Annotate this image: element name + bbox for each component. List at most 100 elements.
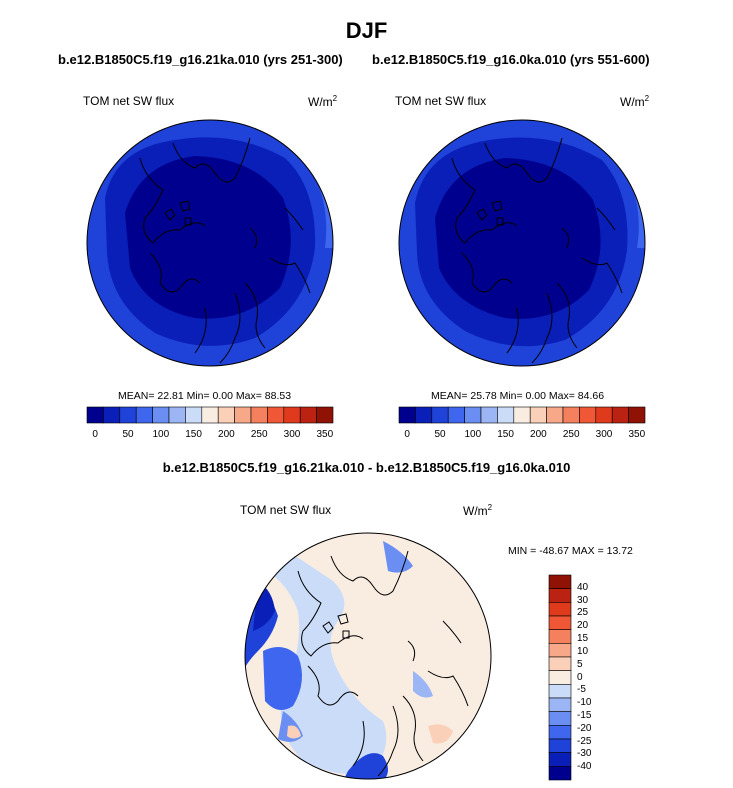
panel2-colorbar-box bbox=[447, 406, 465, 424]
difference-colorbar-box bbox=[548, 656, 572, 671]
difference-colorbar-box bbox=[548, 615, 572, 630]
difference-colorbar-tick-label: 15 bbox=[577, 633, 589, 645]
panel1-stats: MEAN= 22.81 Min= 0.00 Max= 88.53 bbox=[118, 390, 292, 402]
panel1-map-border bbox=[86, 119, 334, 367]
panel1-colorbar-box bbox=[299, 406, 317, 424]
panel2-colorbar-box bbox=[579, 406, 597, 424]
difference-field-positive-1 bbox=[428, 724, 453, 744]
panel2-colorbar-tick-label: 250 bbox=[562, 429, 580, 440]
panel2-colorbar-tick-label: 150 bbox=[497, 429, 514, 440]
difference-colorbar-box bbox=[548, 684, 572, 699]
difference-colorbar-box bbox=[548, 643, 572, 658]
panel1-units-label: W/m2 bbox=[308, 94, 338, 109]
panel2-colorbar-box bbox=[628, 406, 646, 424]
difference-colorbar-tick-label: -25 bbox=[577, 735, 592, 747]
panel1-colorbar-tick-label: 300 bbox=[283, 429, 301, 440]
difference-field-positive-2 bbox=[287, 725, 301, 739]
difference-map-border bbox=[244, 532, 492, 780]
panel1-polar-map bbox=[86, 119, 334, 367]
difference-colorbar-tick-label: 0 bbox=[577, 671, 583, 683]
difference-field-east bbox=[413, 671, 433, 698]
panel2-colorbar-box bbox=[497, 406, 515, 424]
panel1-colorbar-box bbox=[152, 406, 170, 424]
difference-colorbar-tick-label: -15 bbox=[577, 709, 592, 721]
panel1-colorbar-tick-label: 0 bbox=[92, 429, 98, 440]
difference-units-label: W/m2 bbox=[463, 503, 493, 518]
difference-colorbar-box bbox=[548, 588, 572, 603]
panel2-colorbar-box bbox=[562, 406, 580, 424]
difference-field-moderate bbox=[263, 647, 302, 710]
panel2-colorbar-box bbox=[595, 406, 613, 424]
difference-colorbar-box bbox=[548, 602, 572, 617]
panel2-coastlines bbox=[451, 137, 623, 364]
panel1-colorbar-box bbox=[103, 406, 121, 424]
difference-colorbar-tick-label: 10 bbox=[577, 645, 589, 657]
difference-field-light bbox=[245, 541, 387, 775]
panel2-polar-map bbox=[398, 119, 646, 367]
panel1-colorbar-tick-label: 150 bbox=[185, 429, 202, 440]
difference-colorbar bbox=[548, 574, 572, 781]
panel2-case-title: b.e12.B1850C5.f19_g16.0ka.010 (yrs 551-6… bbox=[372, 52, 650, 67]
difference-field-south bbox=[343, 753, 388, 779]
difference-variable-label: TOM net SW flux bbox=[240, 503, 332, 517]
panel1-colorbar-tick-label: 100 bbox=[152, 429, 170, 440]
panel1-colorbar-box bbox=[283, 406, 301, 424]
panel2-stats: MEAN= 25.78 Min= 0.00 Max= 84.66 bbox=[431, 390, 605, 402]
panel1-colorbar-tick-label: 350 bbox=[316, 429, 334, 440]
panel1-colorbar-box bbox=[267, 406, 285, 424]
difference-colorbar-box bbox=[548, 574, 572, 589]
difference-colorbar-tick-label: 5 bbox=[577, 658, 583, 670]
difference-colorbar-tick-label: 30 bbox=[577, 594, 589, 606]
panel2-colorbar-box bbox=[480, 406, 498, 424]
panel2-colorbar-tick-label: 0 bbox=[404, 429, 410, 440]
panel1-colorbar-tick-label: 50 bbox=[122, 429, 134, 440]
panel1-case-title: b.e12.B1850C5.f19_g16.21ka.010 (yrs 251-… bbox=[58, 52, 343, 67]
difference-colorbar-tick-label: 20 bbox=[577, 620, 589, 632]
difference-colorbar-box bbox=[548, 766, 572, 781]
panel1-colorbar bbox=[86, 406, 334, 424]
difference-colorbar-tick-label: 25 bbox=[577, 607, 589, 619]
panel2-units-label: W/m2 bbox=[620, 94, 650, 109]
difference-colorbar-box bbox=[548, 752, 572, 767]
panel1-colorbar-box bbox=[86, 406, 104, 424]
panel1-coastlines bbox=[139, 137, 311, 364]
panel1-colorbar-box bbox=[201, 406, 219, 424]
difference-colorbar-tick-label: -10 bbox=[577, 697, 592, 709]
panel2-colorbar-box bbox=[431, 406, 449, 424]
panel2-colorbar-box bbox=[398, 406, 416, 424]
difference-colorbar-box bbox=[548, 697, 572, 712]
panel1-colorbar-box bbox=[185, 406, 203, 424]
difference-colorbar-tick-label: -40 bbox=[577, 761, 592, 773]
panel1-colorbar-box bbox=[250, 406, 268, 424]
panel2-colorbar-tick-label: 200 bbox=[530, 429, 547, 440]
panel2-colorbar-box bbox=[546, 406, 564, 424]
panel2-variable-label: TOM net SW flux bbox=[395, 94, 487, 108]
panel2-colorbar-box bbox=[464, 406, 482, 424]
difference-colorbar-box bbox=[548, 711, 572, 726]
difference-colorbar-box bbox=[548, 670, 572, 685]
panel2-colorbar-tick-label: 350 bbox=[628, 429, 646, 440]
panel1-colorbar-box bbox=[135, 406, 153, 424]
difference-stats: MIN = -48.67 MAX = 13.72 bbox=[508, 545, 633, 557]
panel2-colorbar bbox=[398, 406, 646, 424]
difference-colorbar-tick-label: -30 bbox=[577, 748, 592, 760]
difference-polar-map bbox=[244, 532, 492, 780]
panel1-colorbar-box bbox=[119, 406, 137, 424]
difference-field-north bbox=[383, 541, 413, 573]
panel2-map-border bbox=[398, 119, 646, 367]
difference-colorbar-tick-label: 40 bbox=[577, 581, 589, 593]
difference-colorbar-tick-label: -20 bbox=[577, 722, 592, 734]
panel2-colorbar-tick-label: 300 bbox=[595, 429, 613, 440]
difference-colorbar-box bbox=[548, 738, 572, 753]
difference-colorbar-box bbox=[548, 629, 572, 644]
panel1-colorbar-box bbox=[168, 406, 186, 424]
panel1-colorbar-tick-label: 250 bbox=[250, 429, 268, 440]
figure-title: DJF bbox=[345, 18, 388, 43]
panel1-colorbar-tick-label: 200 bbox=[218, 429, 235, 440]
panel2-colorbar-tick-label: 50 bbox=[434, 429, 446, 440]
difference-coastlines bbox=[297, 550, 469, 777]
difference-colorbar-tick-label: -5 bbox=[577, 684, 586, 696]
panel2-colorbar-box bbox=[513, 406, 531, 424]
panel1-variable-label: TOM net SW flux bbox=[83, 94, 175, 108]
panel2-colorbar-box bbox=[611, 406, 629, 424]
